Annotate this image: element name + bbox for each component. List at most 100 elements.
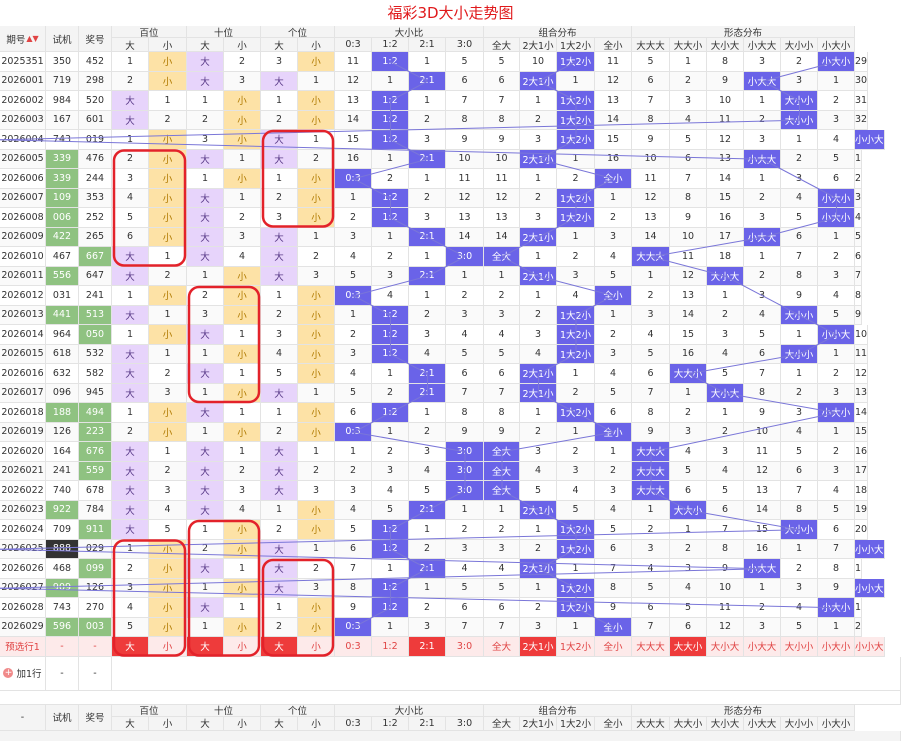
row-cell: 1 <box>224 598 261 618</box>
row-cell: 3 <box>744 617 781 637</box>
predict-option[interactable]: 1:2 <box>372 637 409 657</box>
row-cell: 1 <box>409 520 446 540</box>
predict-option[interactable]: 大小大 <box>707 637 744 657</box>
row-cell: 全大 <box>484 442 520 462</box>
row-qihao: 2026023 <box>0 500 46 520</box>
row-cell: 1 <box>818 227 855 247</box>
row-cell: 12 <box>855 364 869 384</box>
predict-option[interactable]: 大 <box>261 637 298 657</box>
predict-option[interactable]: 1大2小 <box>557 637 595 657</box>
predict-option[interactable]: 2大1小 <box>520 637 557 657</box>
predict-option[interactable]: 大大小 <box>670 637 707 657</box>
row-cell: 2 <box>261 520 298 540</box>
row-jianghao: 265 <box>79 227 112 247</box>
predict-option[interactable]: 0:3 <box>335 637 372 657</box>
row-jianghao: 003 <box>79 617 112 637</box>
row-cell: 7 <box>446 383 484 403</box>
row-cell: 12 <box>335 71 372 91</box>
row-cell: 小 <box>298 403 335 423</box>
row-cell: 小 <box>298 500 335 520</box>
row-cell: 10 <box>855 325 869 345</box>
row-cell: 2 <box>149 266 187 286</box>
row-cell: 9 <box>707 559 744 579</box>
row-cell: 小大小 <box>818 598 855 618</box>
row-cell: 1 <box>224 188 261 208</box>
row-cell: 3:0 <box>446 247 484 267</box>
row-cell: 1 <box>484 500 520 520</box>
row-cell: 5 <box>781 617 818 637</box>
row-cell: 1 <box>670 52 707 72</box>
row-cell: 29 <box>855 52 869 72</box>
row-shiji: 422 <box>46 227 79 247</box>
predict-option[interactable]: 小 <box>224 637 261 657</box>
sub-header-xingtai: 大大小 <box>670 716 707 731</box>
row-cell: 小 <box>298 344 335 364</box>
row-jianghao: 252 <box>79 208 112 228</box>
predict-option[interactable]: 大 <box>187 637 224 657</box>
row-jianghao: 676 <box>79 442 112 462</box>
row-cell: 3 <box>298 578 335 598</box>
row-cell: 大 <box>187 188 224 208</box>
row-cell: 3 <box>520 130 557 150</box>
predict-option[interactable]: 大大大 <box>632 637 670 657</box>
row-cell: 11 <box>670 247 707 267</box>
predict-option[interactable]: 大小小 <box>781 637 818 657</box>
row-cell: 1大2小 <box>557 305 595 325</box>
row-cell: 小 <box>149 71 187 91</box>
row-cell: 5 <box>446 52 484 72</box>
row-cell: 9 <box>484 130 520 150</box>
row-cell: 2 <box>409 539 446 559</box>
column-header-jianghao: 奖号 <box>79 704 112 731</box>
predict-option[interactable]: 3:0 <box>446 637 484 657</box>
row-cell: 1 <box>744 578 781 598</box>
predict-option[interactable]: 全小 <box>595 637 632 657</box>
row-cell: 8 <box>632 110 670 130</box>
sort-icon[interactable]: ▲▼ <box>26 34 39 43</box>
row-cell: 5 <box>670 598 707 618</box>
row-cell: 9 <box>707 71 744 91</box>
predict-option[interactable]: 大 <box>112 637 149 657</box>
predict-option[interactable]: 小小大 <box>855 637 885 657</box>
row-cell: 小 <box>298 110 335 130</box>
row-shiji: 467 <box>46 247 79 267</box>
row-cell: 2 <box>372 247 409 267</box>
row-cell: 全小 <box>595 169 632 189</box>
row-cell: 3 <box>149 383 187 403</box>
footer-spacer <box>0 690 901 705</box>
row-qihao: 2026014 <box>0 325 46 345</box>
row-cell: 1 <box>149 344 187 364</box>
row-cell: 12 <box>595 71 632 91</box>
add-row-button[interactable]: + 加1行 <box>0 656 46 691</box>
row-cell: 1 <box>744 91 781 111</box>
predict-row-label[interactable]: 预选行1 <box>0 637 46 657</box>
row-cell: 2:1 <box>409 227 446 247</box>
predict-option[interactable]: 小大小 <box>818 637 855 657</box>
predict-option[interactable]: 2:1 <box>409 637 446 657</box>
row-cell: 小 <box>298 208 335 228</box>
row-cell: 1:2 <box>372 208 409 228</box>
predict-option[interactable]: 全大 <box>484 637 520 657</box>
row-cell: 6 <box>335 539 372 559</box>
row-cell: 1 <box>187 383 224 403</box>
row-cell: 7 <box>484 383 520 403</box>
row-cell: 大小小 <box>781 110 818 130</box>
row-shiji: 984 <box>46 91 79 111</box>
row-cell: 小 <box>149 403 187 423</box>
row-cell: 大 <box>187 52 224 72</box>
row-cell: 1 <box>261 598 298 618</box>
row-cell: 3 <box>744 286 781 306</box>
predict-option[interactable]: 小大大 <box>744 637 781 657</box>
predict-option[interactable]: 小 <box>149 637 187 657</box>
row-jianghao: 029 <box>79 539 112 559</box>
group-header-daxiaobi: 大小比 <box>335 704 484 717</box>
predict-option[interactable]: 小 <box>298 637 335 657</box>
row-shiji: 468 <box>46 559 79 579</box>
row-cell: 3 <box>335 344 372 364</box>
row-cell: 2 <box>261 110 298 130</box>
row-cell: 小 <box>224 539 261 559</box>
row-cell: 2 <box>557 442 595 462</box>
sub-header-dxb: 3:0 <box>446 38 484 52</box>
column-header-qihao[interactable]: - <box>0 704 46 731</box>
row-cell: 2 <box>855 169 863 189</box>
column-header-qihao[interactable]: 期号 ▲▼ <box>0 26 46 52</box>
